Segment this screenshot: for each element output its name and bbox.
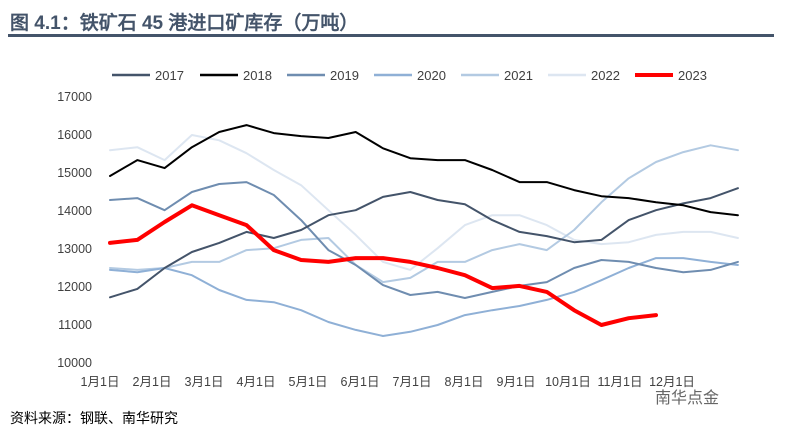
series-line-2022 (109, 134, 739, 271)
y-tick-label: 13000 (57, 242, 92, 256)
x-tick-label: 5月1日 (289, 375, 328, 389)
watermark: 南华点金 (655, 390, 720, 407)
x-tick-label: 10月1日 (545, 375, 591, 389)
y-tick-label: 16000 (57, 128, 92, 142)
legend-label-2022: 2022 (591, 68, 620, 83)
x-tick-label: 6月1日 (341, 375, 380, 389)
series-line-2021 (109, 144, 739, 284)
x-tick-label: 3月1日 (185, 375, 224, 389)
series-line-2017 (109, 187, 739, 299)
y-tick-label: 17000 (57, 90, 92, 104)
y-tick-label: 14000 (57, 204, 92, 218)
y-tick-label: 11000 (58, 318, 92, 332)
x-tick-label: 1月1日 (81, 375, 120, 389)
legend-label-2018: 2018 (243, 68, 272, 83)
legend-label-2019: 2019 (330, 68, 359, 83)
source-note: 资料来源：钢联、南华研究 (10, 410, 178, 426)
series-line-2023 (108, 203, 658, 327)
x-tick-label: 8月1日 (445, 375, 484, 389)
x-tick-label: 9月1日 (497, 375, 536, 389)
x-tick-label: 4月1日 (237, 375, 276, 389)
x-tick-label: 7月1日 (393, 375, 432, 389)
series-line-2020 (109, 257, 739, 337)
legend-label-2023: 2023 (678, 68, 707, 83)
x-tick-label: 2月1日 (133, 375, 172, 389)
legend-label-2017: 2017 (155, 68, 184, 83)
y-tick-label: 10000 (57, 356, 92, 370)
title-divider (8, 34, 774, 37)
series-line-2019 (109, 181, 739, 299)
x-tick-label: 11月1日 (598, 375, 643, 389)
y-tick-label: 12000 (57, 280, 92, 294)
series-line-2018 (109, 124, 739, 217)
legend-label-2021: 2021 (504, 68, 533, 83)
legend-label-2020: 2020 (417, 68, 446, 83)
figure-title: 图 4.1：铁矿石 45 港进口矿库存（万吨） (10, 13, 359, 34)
y-tick-label: 15000 (57, 166, 92, 180)
x-tick-label: 12月1日 (649, 375, 695, 389)
